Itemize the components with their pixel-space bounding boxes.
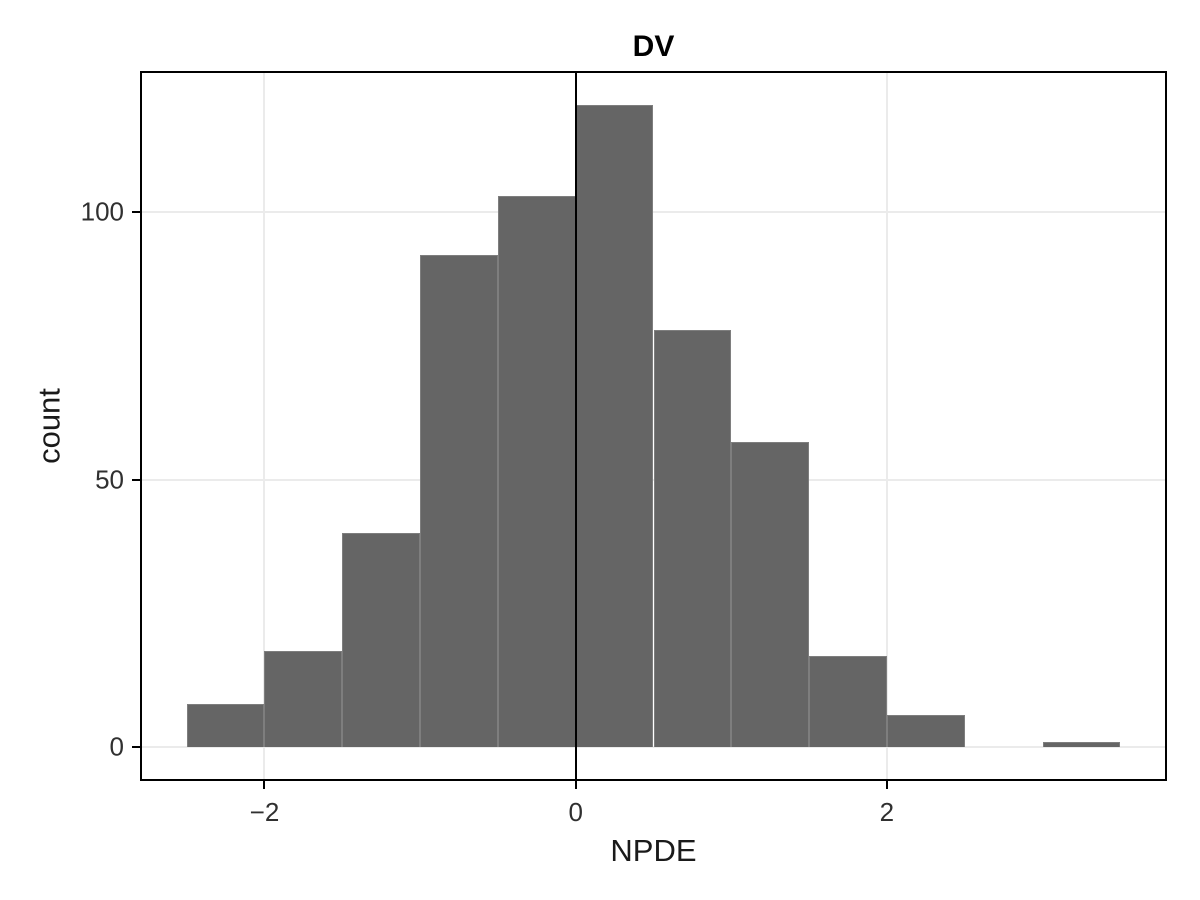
y-axis-tick [132, 746, 140, 749]
x-gridline [885, 71, 888, 781]
y-tick-label: 100 [80, 196, 124, 227]
histogram-bar [575, 104, 654, 748]
histogram-bar [342, 533, 421, 748]
histogram-bar [809, 656, 887, 748]
histogram-bar [186, 704, 265, 748]
y-axis-title: count [31, 388, 67, 464]
x-axis-tick [263, 781, 266, 789]
histogram-bar [1042, 741, 1121, 748]
x-axis-tick [574, 781, 577, 789]
histogram-bar [497, 195, 576, 748]
x-gridline [263, 71, 266, 781]
plot-title: DV [632, 30, 675, 63]
y-axis-tick [132, 210, 140, 213]
histogram-bar [653, 329, 732, 748]
x-tick-label: 0 [568, 797, 583, 827]
histogram-bar [731, 442, 810, 748]
y-gridline [140, 746, 1167, 749]
x-axis-tick [885, 781, 888, 789]
y-tick-label: 0 [109, 731, 124, 762]
x-axis-title: NPDE [610, 833, 697, 868]
plot-panel [140, 71, 1167, 781]
y-gridline [140, 210, 1167, 213]
x-tick-label: −2 [249, 797, 280, 827]
x-tick-label: 2 [879, 797, 895, 827]
histogram-bar [264, 650, 343, 748]
zero-reference-line [574, 71, 577, 781]
histogram-bar [886, 715, 965, 748]
y-tick-label: 50 [95, 463, 124, 494]
y-axis-tick [132, 478, 140, 481]
histogram-bar [420, 254, 498, 748]
